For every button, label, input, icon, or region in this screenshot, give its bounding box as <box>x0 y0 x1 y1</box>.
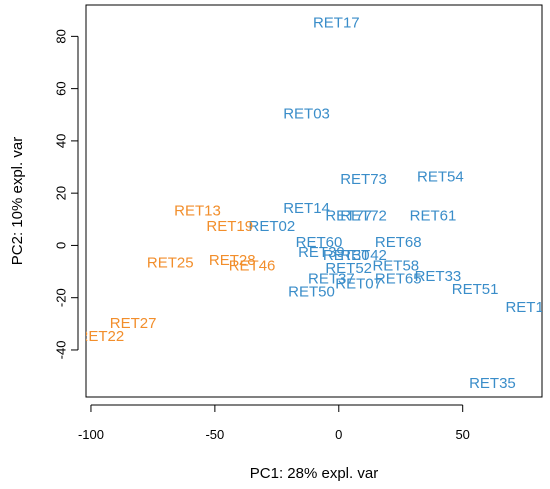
point-label-ret73: RET73 <box>340 171 387 188</box>
point-label-ret46: RET46 <box>229 257 276 274</box>
x-axis: -100 -50 0 50 <box>78 404 470 442</box>
y-tick-label: 80 <box>53 29 68 43</box>
point-label-ret33: RET33 <box>415 268 462 285</box>
point-label-ret19: RET19 <box>206 218 253 235</box>
y-tick-label: -20 <box>53 288 68 307</box>
point-label-ret65: RET65 <box>375 270 422 287</box>
y-tick-label: 60 <box>53 81 68 95</box>
point-label-ret25: RET25 <box>147 255 194 272</box>
y-axis: -40 -20 0 20 40 60 80 <box>53 29 79 360</box>
point-label-ret13: RET13 <box>174 202 221 219</box>
x-tick-label: -50 <box>205 427 224 442</box>
point-label-ret07: RET07 <box>335 276 382 293</box>
point-label-ret03: RET03 <box>283 106 330 123</box>
point-label-ret17: RET17 <box>313 14 360 31</box>
point-label-ret51: RET51 <box>452 281 499 298</box>
point-label-ret39: RET39 <box>298 244 345 261</box>
point-label-ret54: RET54 <box>417 168 464 185</box>
point-label-ret02: RET02 <box>249 218 296 235</box>
x-axis-label: PC1: 28% expl. var <box>250 465 378 482</box>
point-label-ret61: RET61 <box>410 208 457 225</box>
x-tick-label: 0 <box>335 427 342 442</box>
point-label-ret60: RET60 <box>296 234 343 251</box>
point-label-ret1: RET1 <box>505 299 543 316</box>
point-label-ret50: RET50 <box>288 283 335 300</box>
y-tick-label: -40 <box>53 341 68 360</box>
x-tick-label: 50 <box>455 427 469 442</box>
point-label-ret42: RET42 <box>340 247 387 264</box>
point-label-ret30: RET30 <box>323 247 370 264</box>
point-label-ret14: RET14 <box>283 200 330 217</box>
point-label-ret22: RET22 <box>78 328 125 345</box>
point-label-ret68: RET68 <box>375 234 422 251</box>
point-label-ret28: RET28 <box>209 252 256 269</box>
point-label-ret35: RET35 <box>469 375 516 392</box>
point-label-ret27: RET27 <box>110 315 157 332</box>
y-tick-label: 40 <box>53 134 68 148</box>
plot-area-box <box>85 4 543 398</box>
point-label-ret58: RET58 <box>372 257 419 274</box>
point-label-ret72: RET72 <box>340 208 387 225</box>
point-label-ret37: RET37 <box>308 270 355 287</box>
y-tick-label: 20 <box>53 186 68 200</box>
x-tick-label: -100 <box>78 427 104 442</box>
point-label-ret52: RET52 <box>325 260 372 277</box>
point-label-ret77: RET77 <box>325 208 372 225</box>
y-axis-label: PC2: 10% expl. var <box>9 137 26 265</box>
y-tick-label: 0 <box>53 242 68 249</box>
